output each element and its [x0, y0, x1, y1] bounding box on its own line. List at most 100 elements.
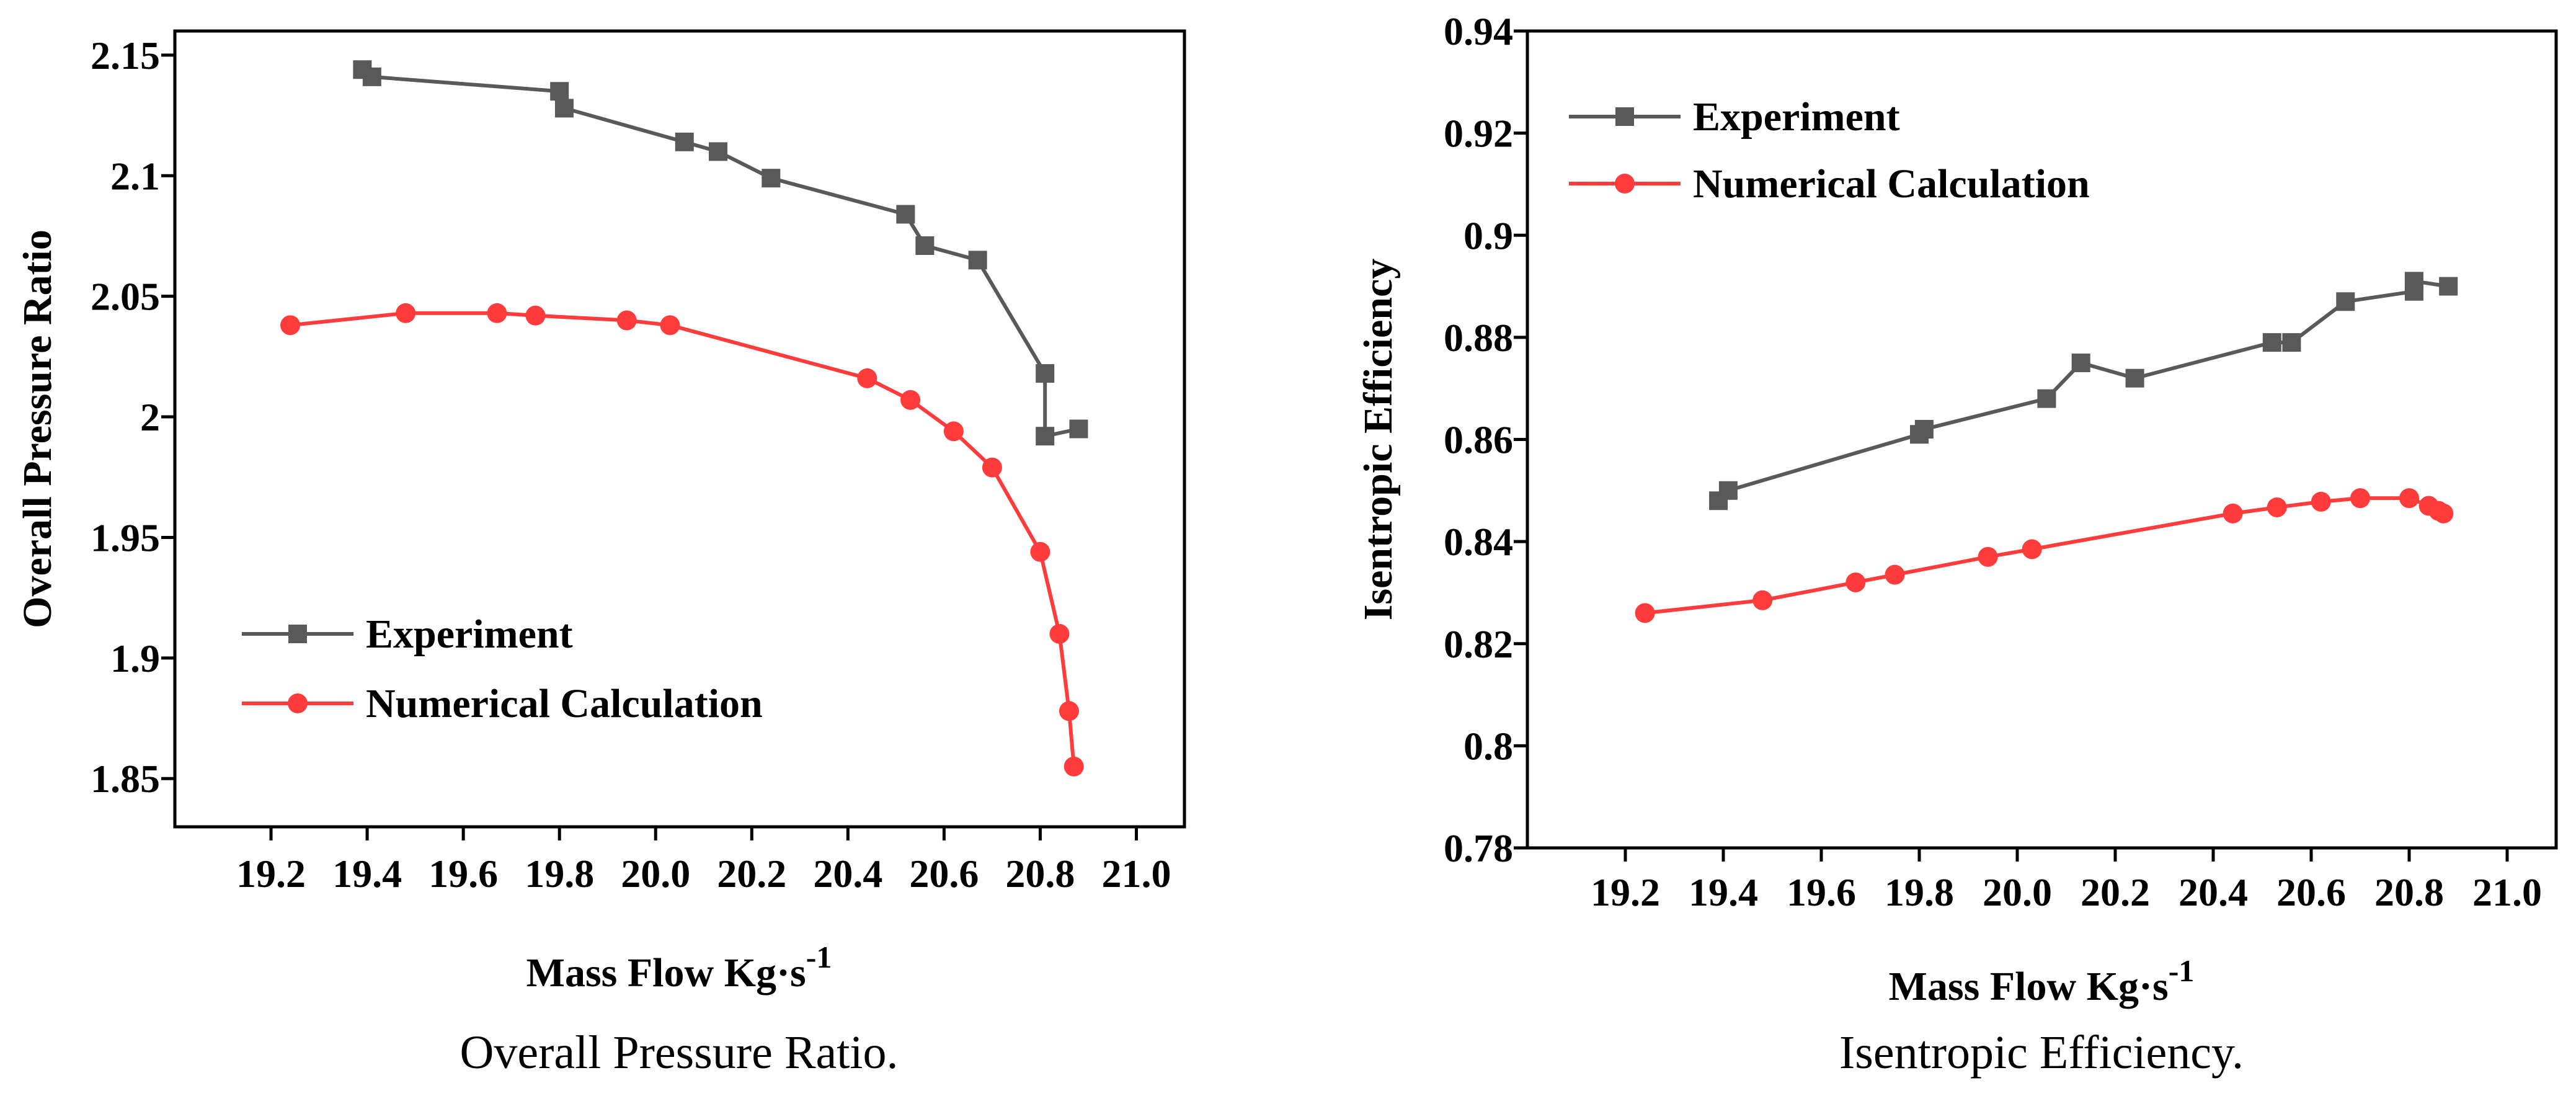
data-point-experiment	[896, 205, 915, 224]
x-axis-title-unit: Kg·s	[724, 950, 806, 996]
data-point-numerical	[1064, 756, 1084, 777]
x-tick-label: 20.6	[909, 852, 979, 896]
plot-frame	[173, 29, 1186, 829]
x-tick-label: 20.2	[717, 852, 786, 896]
data-point-experiment	[1069, 419, 1088, 439]
y-tick-label: 0.9	[1463, 213, 1513, 257]
x-axis-title-exponent: -1	[2169, 953, 2195, 988]
x-tick-label: 19.2	[1591, 870, 1660, 914]
y-tick-label: 0.92	[1444, 112, 1513, 156]
data-point-numerical	[2267, 497, 2287, 517]
data-point-numerical	[857, 368, 877, 388]
y-tick-label: 2	[140, 395, 160, 439]
data-point-numerical	[396, 303, 416, 323]
legend-marker-square	[1615, 107, 1634, 126]
data-point-numerical	[1845, 572, 1866, 592]
data-point-experiment	[2404, 272, 2423, 291]
data-point-experiment	[2282, 333, 2301, 352]
data-point-numerical	[1049, 623, 1070, 644]
y-tick-label: 2.15	[91, 33, 160, 78]
chart-2: 19.2 19.4 19.6 19.8 20.0 20.2 20.4 20.6 20.8 21.0…	[1356, 9, 2558, 1079]
data-point-experiment	[1914, 420, 1934, 439]
y-tick-label: 1.9	[110, 636, 160, 680]
data-point-experiment	[762, 169, 781, 188]
data-point-experiment	[550, 82, 569, 101]
data-point-experiment	[1718, 481, 1738, 500]
legend-label: Numerical Calculation	[1693, 161, 2090, 207]
legend-marker-square	[288, 625, 307, 643]
data-point-numerical	[1885, 564, 1905, 585]
data-point-numerical	[2022, 539, 2042, 559]
x-axis-title: Mass Flow Kg·s-1	[1889, 953, 2195, 1009]
data-point-numerical	[2433, 503, 2454, 523]
data-point-experiment	[362, 67, 381, 86]
data-point-experiment	[915, 236, 935, 256]
data-point-numerical	[1030, 541, 1050, 562]
data-point-experiment	[1036, 364, 1055, 383]
y-tick-label: 0.78	[1444, 826, 1513, 870]
legend-label: Experiment	[1693, 94, 1900, 140]
x-axis-title-unit: Kg·s	[2087, 964, 2169, 1009]
legend-label: Numerical Calculation	[366, 681, 763, 726]
y-tick-label: 0.94	[1444, 9, 1513, 53]
data-point-numerical	[1752, 590, 1773, 610]
legend-marker-circle	[288, 693, 308, 713]
data-point-numerical	[1978, 546, 1998, 567]
y-tick-label: 0.86	[1444, 418, 1513, 462]
x-tick-label: 19.4	[332, 852, 402, 896]
chart-caption: Isentropic Efficiency.	[1839, 1027, 2244, 1079]
x-tick-label: 19.6	[1787, 870, 1856, 914]
data-point-numerical	[943, 421, 964, 442]
x-tick-label: 20.0	[1983, 870, 2052, 914]
y-tick-label: 0.88	[1444, 316, 1513, 360]
x-tick-label: 20.4	[2178, 870, 2248, 914]
y-tick-label: 0.84	[1444, 520, 1513, 564]
data-point-numerical	[487, 303, 507, 323]
data-point-experiment	[1036, 427, 1055, 446]
y-axis-title: Overall Pressure Ratio	[15, 229, 60, 628]
data-point-numerical	[280, 315, 301, 336]
legend-label: Experiment	[366, 612, 573, 657]
legend-marker-circle	[1615, 174, 1635, 194]
data-point-experiment	[2262, 333, 2281, 352]
plot-frame	[1526, 29, 2558, 850]
x-tick-label: 19.8	[1885, 870, 1954, 914]
x-axis-title-exponent: -1	[806, 940, 832, 974]
y-tick-label: 2.1	[110, 154, 160, 198]
data-point-numerical	[900, 390, 921, 410]
data-point-numerical	[2399, 488, 2419, 509]
chart-1: 19.2 19.4 19.6 19.8 20.0 20.2 20.4 20.6 20.8 21.0…	[15, 29, 1186, 1079]
data-point-experiment	[2439, 277, 2458, 296]
x-tick-label: 21.0	[2472, 870, 2542, 914]
data-point-numerical	[660, 315, 680, 336]
data-point-experiment	[2336, 292, 2355, 311]
x-tick-label: 19.8	[525, 852, 594, 896]
data-point-numerical	[616, 310, 637, 331]
y-tick-label: 0.8	[1463, 724, 1513, 768]
data-point-numerical	[982, 457, 1002, 478]
data-point-numerical	[2350, 488, 2370, 509]
y-tick-label: 2.05	[91, 275, 160, 319]
data-point-experiment	[2071, 354, 2090, 373]
x-tick-label: 19.6	[429, 852, 498, 896]
data-point-experiment	[2125, 368, 2144, 388]
x-tick-label: 19.4	[1689, 870, 1758, 914]
y-tick-label: 1.85	[91, 757, 160, 801]
x-tick-label: 21.0	[1101, 852, 1171, 896]
data-point-numerical	[1635, 603, 1655, 623]
y-tick-label: 0.82	[1444, 622, 1513, 666]
y-axis-title: Isentropic Efficiency	[1356, 259, 1401, 621]
data-point-experiment	[968, 251, 987, 270]
data-point-experiment	[675, 132, 694, 151]
y-tick-label: 1.95	[91, 515, 160, 559]
data-point-experiment	[554, 99, 574, 118]
chart-caption: Overall Pressure Ratio.	[460, 1027, 898, 1079]
data-point-experiment	[2037, 389, 2056, 408]
x-tick-label: 20.4	[813, 852, 882, 896]
x-tick-label: 20.6	[2276, 870, 2346, 914]
x-tick-label: 20.8	[1005, 852, 1075, 896]
x-tick-label: 20.0	[621, 852, 690, 896]
x-tick-label: 20.2	[2081, 870, 2150, 914]
x-axis-title: Mass Flow Kg·s-1	[526, 940, 832, 996]
